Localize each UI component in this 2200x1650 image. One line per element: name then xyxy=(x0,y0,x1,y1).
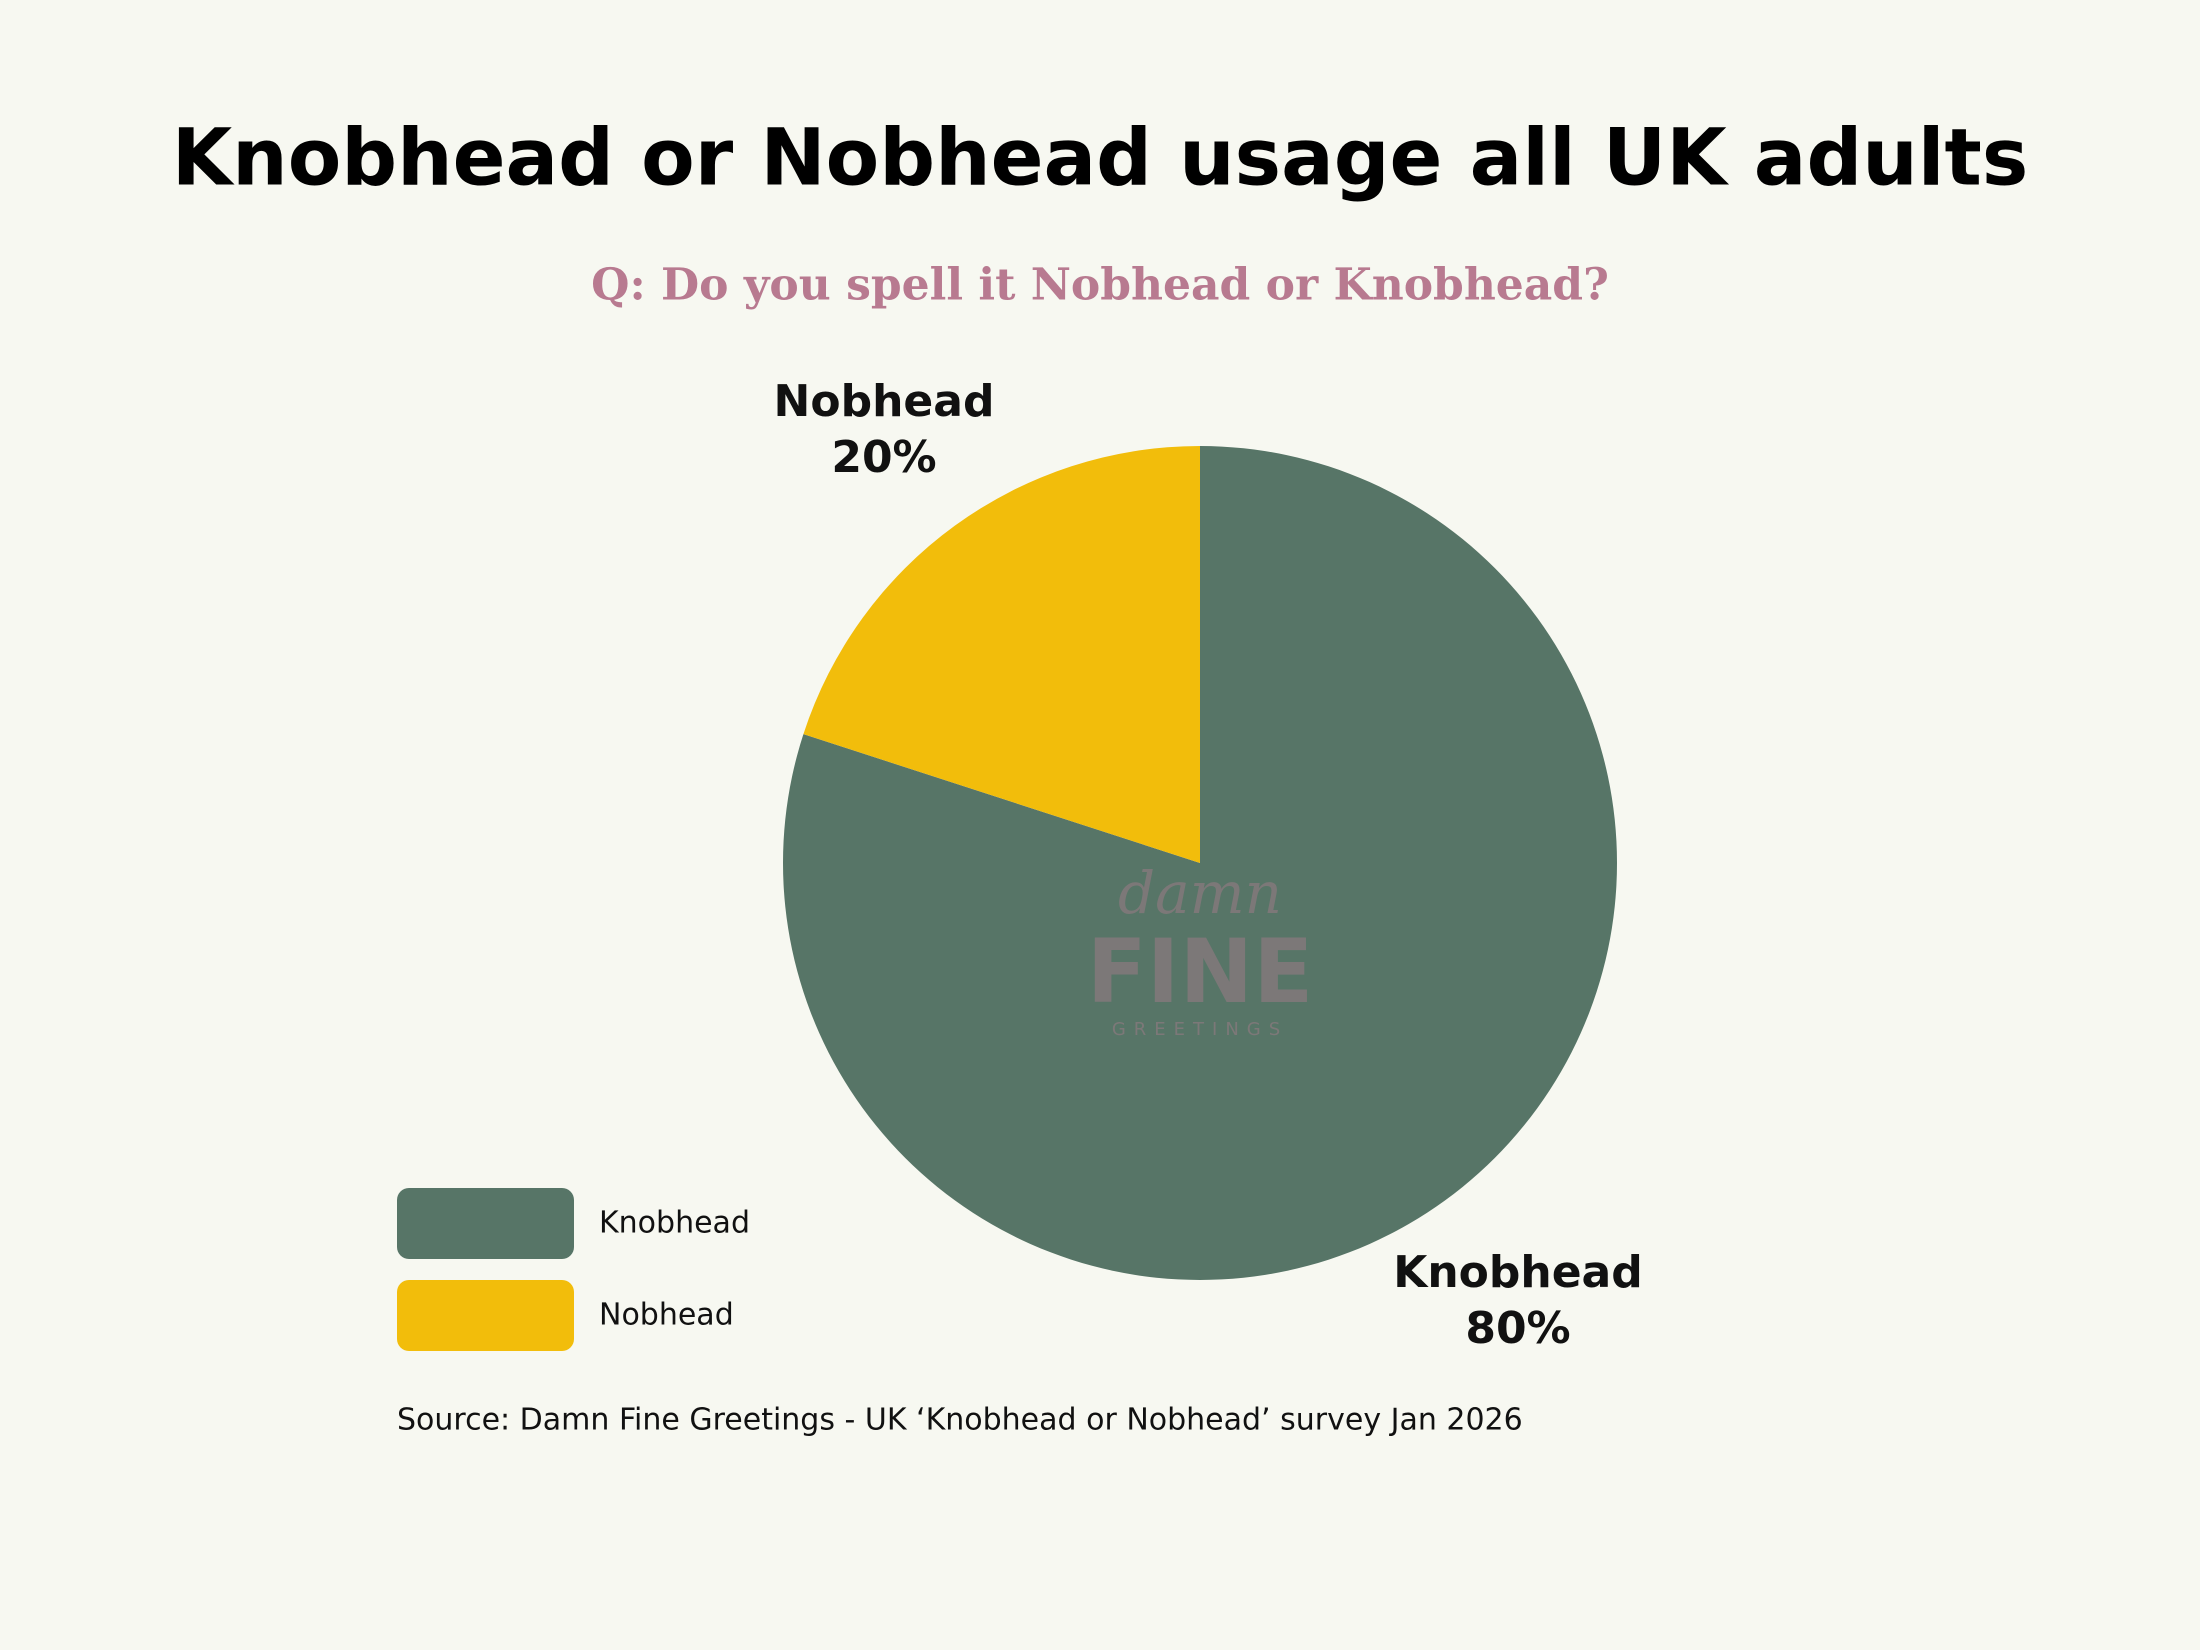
slice-label-name: Nobhead xyxy=(774,376,995,427)
legend-label: Nobhead xyxy=(599,1298,734,1333)
slice-label-name: Knobhead xyxy=(1393,1247,1643,1298)
slice-label-value: 80% xyxy=(1465,1303,1570,1354)
pie-slice xyxy=(803,446,1200,863)
watermark-sub: GREETINGS xyxy=(1112,1019,1288,1040)
legend-swatch xyxy=(397,1188,574,1259)
legend: Knobhead Nobhead xyxy=(397,1188,750,1351)
legend-label: Knobhead xyxy=(599,1206,750,1241)
slice-label-value: 20% xyxy=(831,432,936,483)
watermark-script: damn xyxy=(1118,859,1282,927)
source-note: Source: Damn Fine Greetings - UK ‘Knobhe… xyxy=(397,1403,1523,1438)
watermark-main: FINE xyxy=(1087,920,1314,1023)
legend-swatch xyxy=(397,1280,574,1351)
pie xyxy=(783,446,1617,1280)
chart-title: Knobhead or Nobhead usage all UK adults xyxy=(172,113,2029,203)
watermark: damn FINE GREETINGS xyxy=(1087,859,1314,1040)
chart-subtitle: Q: Do you spell it Nobhead or Knobhead? xyxy=(591,260,1609,311)
